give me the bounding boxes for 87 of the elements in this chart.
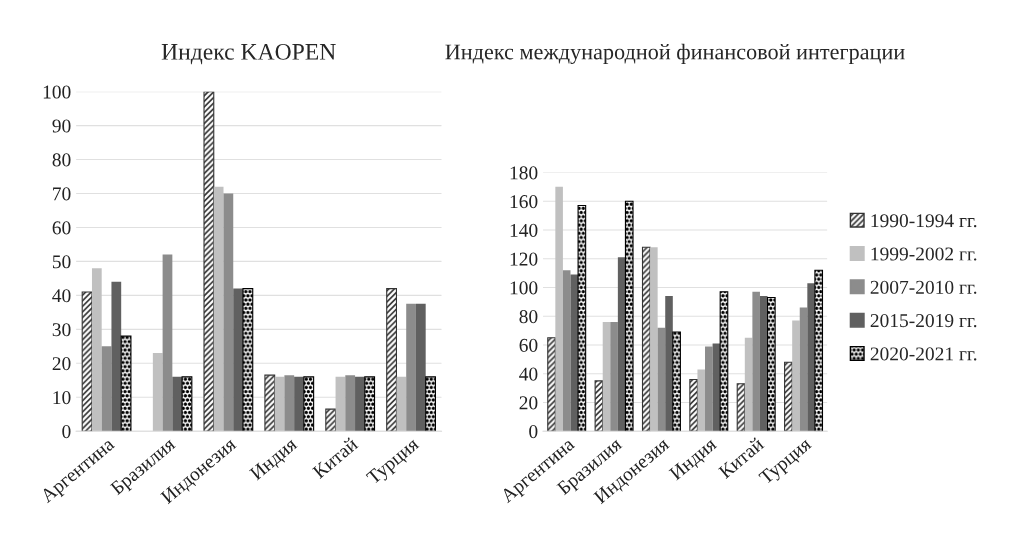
bar: [355, 376, 365, 432]
y-tick-label: 100: [510, 281, 538, 295]
bar: [562, 270, 571, 432]
bar: [91, 268, 102, 432]
bar: [650, 247, 658, 432]
y-tick-label: 90: [52, 119, 71, 133]
y-tick-label: 10: [53, 391, 71, 405]
bar: [784, 361, 793, 432]
bar: [111, 281, 122, 432]
bar: [264, 374, 276, 432]
bar: [792, 320, 800, 432]
y-tick-label: 140: [510, 223, 538, 237]
bar: [242, 288, 254, 432]
y-tick-label: 120: [510, 252, 538, 266]
bar: [807, 283, 815, 432]
bar: [665, 296, 673, 432]
bar: [406, 303, 416, 432]
chart-title: Индекс международной финансовой интеграции: [445, 43, 905, 65]
bar: [759, 296, 768, 432]
y-tick-label: 0: [529, 425, 538, 439]
bar: [415, 303, 426, 432]
bar: [203, 91, 215, 432]
bar: [335, 376, 346, 432]
bar: [736, 383, 746, 432]
bar: [719, 291, 729, 432]
bar: [120, 335, 132, 432]
bar: [602, 321, 611, 432]
y-tick-label: 80: [519, 310, 538, 324]
bar: [577, 204, 587, 432]
legend-label: 2015-2019 гг.: [870, 314, 977, 328]
y-tick-label: 160: [510, 195, 538, 209]
y-tick-label: 60: [52, 221, 71, 235]
y-tick-label: 20: [52, 357, 71, 371]
bar: [181, 376, 193, 432]
bar: [284, 375, 295, 432]
bar: [386, 288, 398, 432]
bar: [172, 376, 183, 432]
y-tick-label: 30: [52, 323, 71, 337]
bar: [325, 408, 337, 432]
bar: [213, 186, 224, 432]
y-tick-label: 20: [519, 396, 538, 410]
legend-label: 2007-2010 гг.: [870, 280, 977, 294]
y-tick-label: 60: [519, 338, 538, 352]
bar: [396, 376, 407, 432]
bar: [672, 331, 681, 432]
y-tick-label: 50: [52, 255, 71, 269]
bar: [233, 288, 243, 432]
bar: [81, 291, 93, 432]
bar: [594, 380, 604, 432]
bar: [570, 274, 579, 432]
bar: [610, 321, 618, 432]
bar: [689, 378, 698, 432]
chart-title: Индекс KAOPEN: [161, 43, 336, 65]
y-tick-label: 100: [43, 85, 71, 99]
bar: [766, 296, 776, 432]
y-tick-label: 70: [53, 187, 71, 201]
bar: [752, 291, 760, 432]
bar: [345, 375, 356, 432]
bar: [744, 337, 753, 432]
bar: [364, 376, 376, 432]
y-tick-label: 40: [519, 367, 538, 381]
bar: [223, 193, 234, 432]
bar: [712, 343, 721, 432]
bar: [799, 307, 808, 432]
bar: [555, 186, 563, 432]
y-tick-label: 0: [62, 425, 71, 439]
y-tick-label: 40: [52, 289, 71, 303]
bar: [641, 246, 651, 432]
bar: [547, 337, 556, 432]
bar: [657, 327, 666, 432]
bar: [624, 200, 634, 432]
bar: [814, 269, 824, 432]
bar: [274, 376, 285, 432]
bar: [705, 346, 713, 432]
bar: [303, 376, 315, 432]
y-tick-label: 180: [510, 166, 538, 180]
bar: [697, 369, 706, 432]
bar: [162, 254, 173, 432]
legend-label: 2020-2021 гг.: [870, 347, 977, 361]
y-tick-label: 80: [52, 153, 71, 167]
legend-label: 1990-1994 гг.: [871, 214, 977, 228]
legend-label: 1999-2002 гг.: [871, 247, 977, 261]
bar: [294, 376, 304, 432]
bar: [617, 257, 626, 432]
bar: [101, 346, 112, 432]
bar: [152, 353, 163, 432]
bar: [425, 376, 436, 432]
